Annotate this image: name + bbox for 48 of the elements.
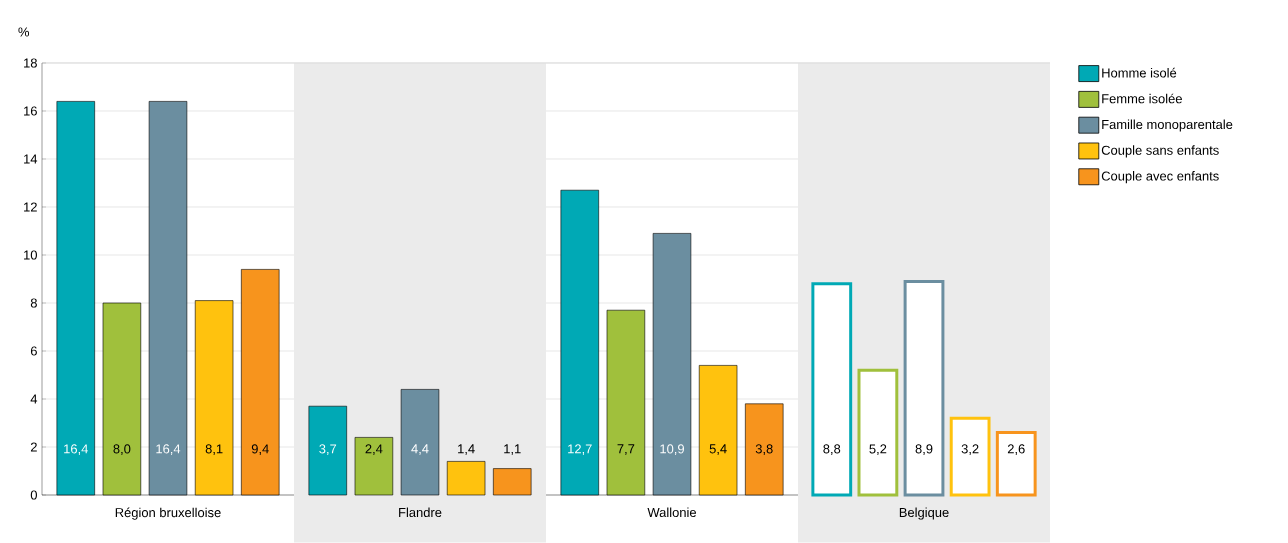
data-label: 2,4 [365, 444, 383, 455]
data-label: 5,4 [709, 444, 727, 455]
bar [308, 405, 347, 496]
data-label: 4,4 [411, 444, 429, 455]
bar [354, 437, 394, 496]
data-label: 12,7 [568, 444, 592, 455]
legend-label: Couple avec enfants [1101, 171, 1219, 184]
y-tick-label: 6 [30, 346, 37, 356]
data-label: 9,4 [251, 444, 269, 455]
data-label: 16,4 [156, 444, 181, 455]
data-label: 8,0 [113, 444, 131, 455]
legend-label: Femme isolée [1102, 93, 1182, 104]
bar [493, 468, 532, 496]
y-tick-label: 14 [24, 154, 38, 164]
y-tick-label: 18 [24, 58, 37, 68]
data-label: 7,7 [617, 444, 635, 455]
y-tick-label: 0 [30, 490, 37, 500]
data-label: 3,7 [319, 444, 337, 455]
legend-label: Homme isolé [1102, 67, 1177, 78]
x-tick-label: Flandre [399, 507, 442, 518]
data-label: 2,6 [1007, 444, 1025, 455]
bar [446, 461, 486, 496]
data-label: 16,4 [64, 444, 88, 455]
y-tick-label: 10 [24, 250, 37, 260]
x-tick-label: Région bruxelloise [115, 507, 221, 520]
data-label: 3,8 [755, 444, 773, 455]
x-tick-label: Wallonie [647, 507, 697, 518]
data-label: 8,8 [823, 444, 841, 455]
y-tick-label: 16 [24, 106, 37, 116]
y-tick-label: 2 [30, 442, 37, 452]
bar [903, 279, 945, 497]
y-tick-label: 8 [30, 298, 37, 308]
data-label: 3,2 [961, 444, 979, 455]
data-label: 8,9 [915, 444, 933, 455]
data-label: 8,1 [205, 444, 223, 455]
data-label: 1,1 [504, 444, 521, 455]
y-axis-title: % [18, 27, 30, 37]
bar [949, 416, 991, 497]
y-tick-label: 4 [30, 394, 38, 404]
data-label: 10,9 [660, 444, 684, 455]
data-label: 5,2 [869, 444, 887, 455]
x-tick-label: Belgique [899, 507, 949, 520]
bar [400, 389, 440, 496]
data-label: 1,4 [458, 444, 475, 455]
bar [857, 368, 899, 497]
legend-label: Couple sans enfants [1101, 145, 1219, 158]
legend-label: Famille monoparentale [1102, 119, 1233, 132]
y-tick-label: 12 [24, 202, 37, 212]
